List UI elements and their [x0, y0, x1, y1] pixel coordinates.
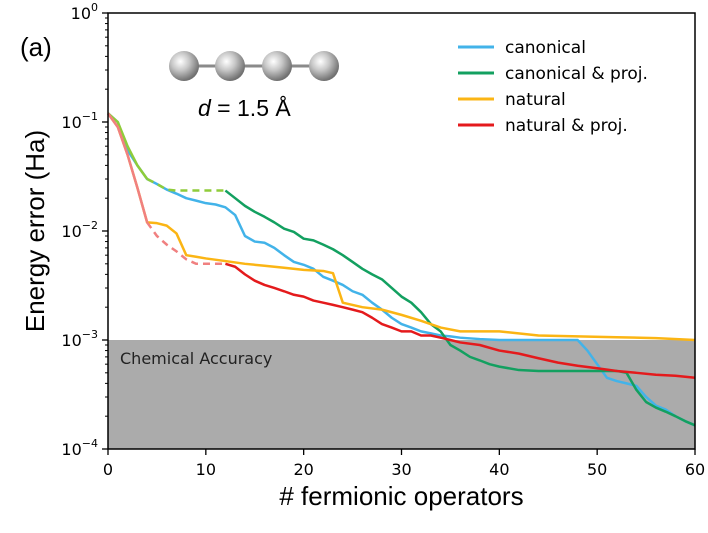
x-tick-label: 30 — [391, 460, 411, 479]
series-line-segment — [107, 112, 149, 180]
molecule-illustration: d = 1.5 Å — [169, 51, 339, 121]
y-tick-label: 10−3 — [61, 328, 98, 350]
series-line — [225, 262, 696, 380]
atom-4 — [309, 51, 339, 81]
distance-symbol: d — [198, 95, 212, 121]
x-tick-label: 60 — [685, 460, 705, 479]
series-4 — [106, 112, 696, 380]
atom-3 — [262, 51, 292, 81]
atom-2 — [215, 51, 245, 81]
legend-label: canonical & proj. — [505, 64, 648, 84]
series-line — [106, 112, 696, 342]
series-1 — [107, 112, 696, 427]
series-layer — [106, 112, 696, 427]
series-dashed-segment — [146, 177, 226, 192]
y-tick-label: 10−4 — [61, 437, 98, 459]
series-2 — [107, 112, 696, 427]
y-tick-label: 10−1 — [61, 110, 98, 132]
x-tick-label: 10 — [196, 460, 216, 479]
series-line — [107, 112, 696, 427]
legend-label: natural & proj. — [505, 116, 628, 136]
distance-value: = 1.5 Å — [211, 94, 292, 121]
bond-distance-caption: d = 1.5 Å — [198, 94, 291, 121]
ticks-layer: 0 10 20 30 40 50 60 100 10−1 10−2 10−3 10−4 — [61, 1, 705, 479]
chemical-accuracy-label: Chemical Accuracy — [120, 349, 272, 368]
x-axis-label: # fermionic operators — [279, 481, 523, 511]
legend: canonical canonical & proj. natural natural… — [458, 38, 648, 136]
panel-label: (a) — [20, 32, 52, 62]
y-tick-label: 100 — [71, 1, 98, 23]
y-tick-label: 10−2 — [61, 219, 98, 241]
atom-1 — [169, 51, 199, 81]
series-line — [224, 189, 696, 427]
x-tick-label: 0 — [103, 460, 113, 479]
legend-label: natural — [505, 90, 566, 110]
x-tick-label: 20 — [293, 460, 313, 479]
chemical-accuracy-region — [108, 340, 695, 449]
x-tick-label: 40 — [489, 460, 509, 479]
legend-label: canonical — [505, 38, 586, 58]
series-dashed-segment — [146, 221, 226, 266]
series-line-segment — [106, 112, 149, 223]
x-tick-label: 50 — [587, 460, 607, 479]
y-axis-label: Energy error (Ha) — [20, 130, 50, 332]
series-3 — [106, 112, 696, 342]
